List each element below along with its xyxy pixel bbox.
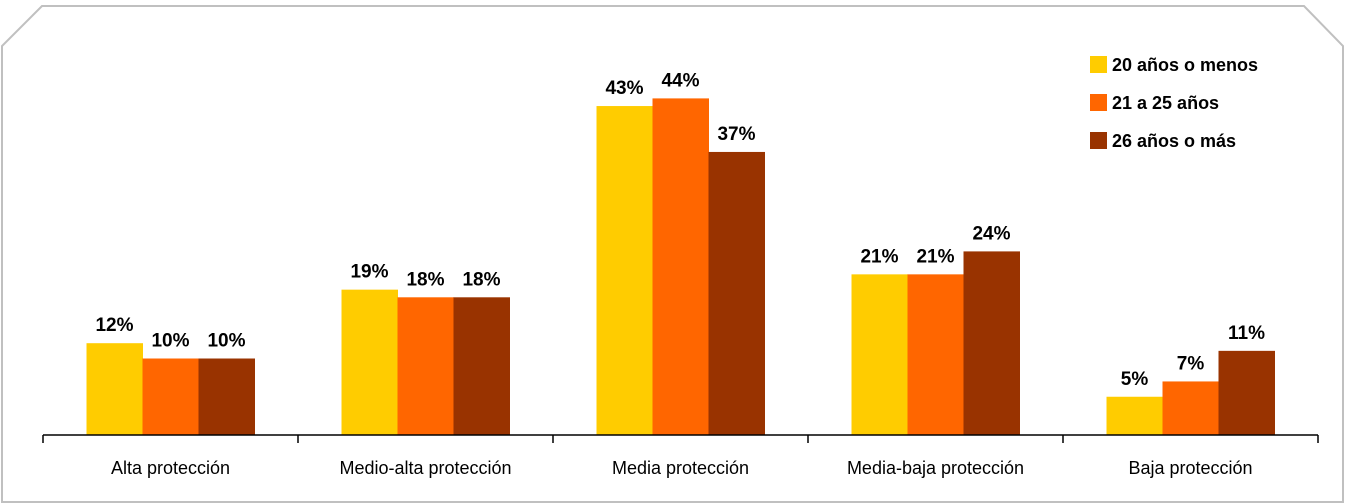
data-label: 43% [605,78,643,99]
bar [86,343,143,435]
category-labels-group: Alta protección Medio-alta protección Medi… [111,458,1253,478]
bar [1106,396,1163,435]
value-labels-group: 12% 10% 10% 19% 18% 18% 43% 44% 37% 21% 21% 24% 5% 7%… [95,70,1265,389]
bar [341,289,398,435]
bar [652,98,709,436]
bar [907,274,964,435]
bars-group [86,98,1275,436]
legend-swatch [1090,132,1107,149]
data-label: 7% [1177,353,1205,374]
category-label: Media-baja protección [847,458,1024,478]
data-label: 21% [860,246,898,267]
bar [142,358,199,435]
data-label: 44% [661,70,699,91]
bar [198,358,255,435]
legend: 20 años o menos 21 a 25 años 26 años o más [1090,55,1258,151]
data-label: 10% [207,331,245,352]
data-label: 21% [916,246,954,267]
data-label: 10% [151,331,189,352]
category-label: Medio-alta protección [339,458,511,478]
category-label: Baja protección [1128,458,1252,478]
data-label: 18% [406,269,444,290]
category-label: Alta protección [111,458,230,478]
bar [963,251,1020,435]
data-label: 18% [462,269,500,290]
data-label: 11% [1228,323,1265,344]
data-label: 37% [717,124,755,145]
data-label: 24% [972,223,1010,244]
data-label: 12% [95,315,133,336]
x-ticks-group [42,435,1319,443]
legend-swatch [1090,94,1107,111]
bar [453,297,510,435]
legend-label: 21 a 25 años [1112,93,1219,113]
data-label: 19% [350,262,388,283]
data-label: 5% [1121,369,1149,390]
bar [1218,350,1275,435]
bar [851,274,908,435]
category-label: Media protección [612,458,749,478]
legend-label: 20 años o menos [1112,55,1258,75]
bar [1162,381,1219,435]
bar [596,106,653,436]
bar [708,151,765,435]
legend-swatch [1090,56,1107,73]
legend-label: 26 años o más [1112,131,1236,151]
bar [397,297,454,435]
